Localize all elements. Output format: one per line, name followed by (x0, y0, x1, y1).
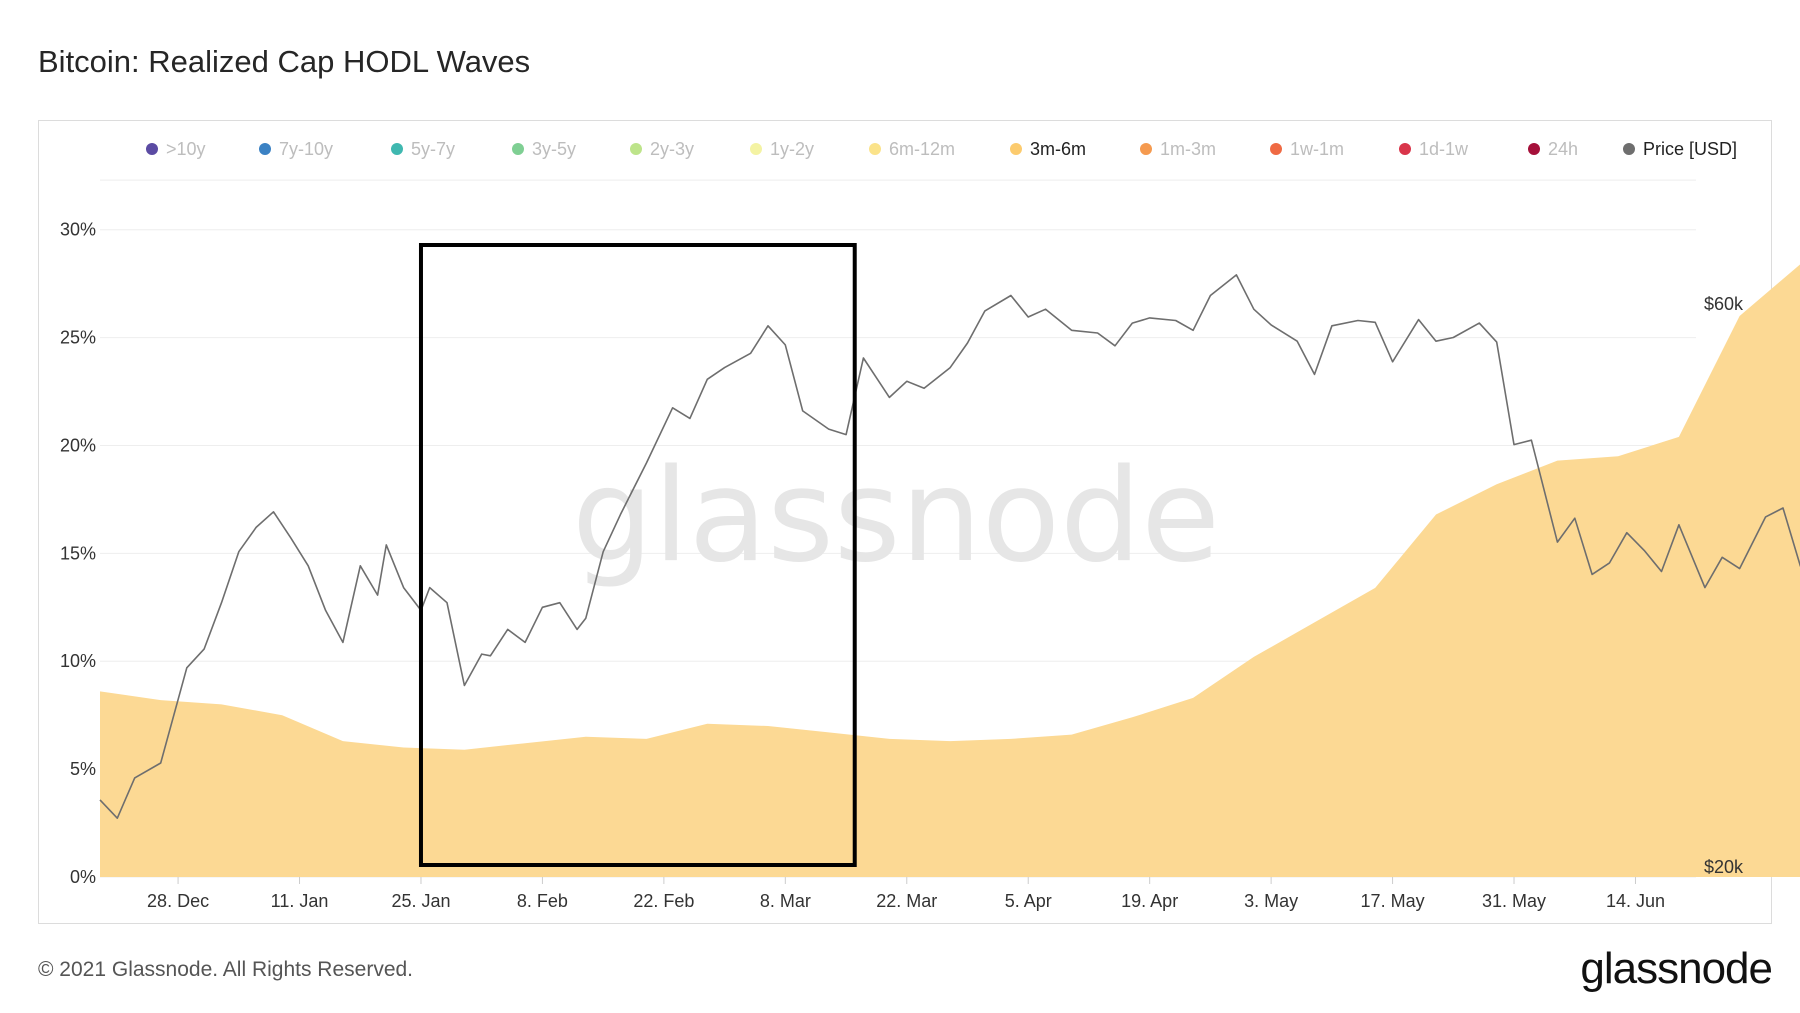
x-tick-label: 14. Jun (1606, 891, 1665, 911)
legend-swatch (1140, 143, 1152, 155)
y-axis-right: $20k $60k (1704, 294, 1744, 877)
legend-label: 3m-6m (1030, 139, 1086, 159)
legend-swatch (1623, 143, 1635, 155)
y-left-tick-label: 10% (60, 651, 96, 671)
y-left-tick-label: 30% (60, 220, 96, 240)
x-tick-label: 8. Mar (760, 891, 811, 911)
legend-swatch (750, 143, 762, 155)
y-left-tick-label: 15% (60, 543, 96, 563)
legend-swatch (259, 143, 271, 155)
legend-label: Price [USD] (1643, 139, 1737, 159)
glassnode-logo[interactable]: glassnode (1580, 944, 1773, 993)
legend-item[interactable]: 1m-3m (1140, 139, 1216, 159)
legend-swatch (1270, 143, 1282, 155)
copyright-text: © 2021 Glassnode. All Rights Reserved. (38, 958, 414, 981)
x-tick-label: 5. Apr (1005, 891, 1052, 911)
legend-swatch (1399, 143, 1411, 155)
x-tick-label: 22. Feb (633, 891, 694, 911)
legend-item[interactable]: 3m-6m (1010, 139, 1086, 159)
legend-label: 1m-3m (1160, 139, 1216, 159)
legend-label: 1d-1w (1419, 139, 1469, 159)
legend-label: 2y-3y (650, 139, 694, 159)
x-tick-label: 25. Jan (391, 891, 450, 911)
price-line-layer (99, 274, 1800, 819)
legend-label: 24h (1548, 139, 1578, 159)
legend-swatch (1528, 143, 1540, 155)
legend-swatch (869, 143, 881, 155)
y-axis-left: 0% 5% 10% 15% 20% 25% 30% (60, 220, 96, 887)
legend-item[interactable]: 1d-1w (1399, 139, 1469, 159)
legend-swatch (512, 143, 524, 155)
legend-item[interactable]: 1y-2y (750, 139, 814, 159)
legend-label: 5y-7y (411, 139, 455, 159)
legend-item[interactable]: 7y-10y (259, 139, 333, 159)
legend-swatch (146, 143, 158, 155)
x-tick-label: 17. May (1361, 891, 1425, 911)
legend-item[interactable]: 3y-5y (512, 139, 576, 159)
legend-swatch (1010, 143, 1022, 155)
highlight-box (418, 243, 857, 867)
legend-item[interactable]: 1w-1m (1270, 139, 1344, 159)
x-tick-label: 19. Apr (1121, 891, 1178, 911)
legend-item[interactable]: 5y-7y (391, 139, 455, 159)
x-tick-label: 31. May (1482, 891, 1546, 911)
watermark-text: glassnode (572, 442, 1220, 591)
x-tick-label: 28. Dec (147, 891, 209, 911)
area-3m-6m-layer (100, 264, 1800, 877)
legend-label: 1w-1m (1290, 139, 1344, 159)
legend-label: >10y (166, 139, 206, 159)
legend-label: 1y-2y (770, 139, 814, 159)
legend-label: 3y-5y (532, 139, 576, 159)
x-tick-label: 22. Mar (876, 891, 937, 911)
legend-swatch (391, 143, 403, 155)
legend-item[interactable]: >10y (146, 139, 206, 159)
y-right-tick-label: $60k (1704, 294, 1744, 314)
legend-label: 6m-12m (889, 139, 955, 159)
x-tick-label: 3. May (1244, 891, 1298, 911)
y-left-tick-label: 25% (60, 328, 96, 348)
legend-item[interactable]: 24h (1528, 139, 1578, 159)
legend: >10y 7y-10y 5y-7y 3y-5y 2y-3y 1y-2y 6m-12m 3m-6… (146, 139, 1737, 159)
highlight-box-layer (418, 243, 857, 867)
area-3m-6m (100, 264, 1800, 877)
legend-item[interactable]: Price [USD] (1623, 139, 1737, 159)
y-left-tick-label: 0% (70, 867, 96, 887)
chart-title: Bitcoin: Realized Cap HODL Waves (38, 44, 531, 79)
legend-swatch (630, 143, 642, 155)
legend-item[interactable]: 6m-12m (869, 139, 955, 159)
x-axis: 28. Dec 11. Jan 25. Jan 8. Feb 22. Feb 8. Mar… (147, 877, 1665, 911)
price-line (99, 274, 1800, 819)
y-right-tick-label: $20k (1704, 857, 1744, 877)
x-tick-label: 8. Feb (517, 891, 568, 911)
legend-label: 7y-10y (279, 139, 333, 159)
y-left-tick-label: 5% (70, 759, 96, 779)
legend-item[interactable]: 2y-3y (630, 139, 694, 159)
y-left-tick-label: 20% (60, 435, 96, 455)
x-tick-label: 11. Jan (271, 891, 329, 911)
